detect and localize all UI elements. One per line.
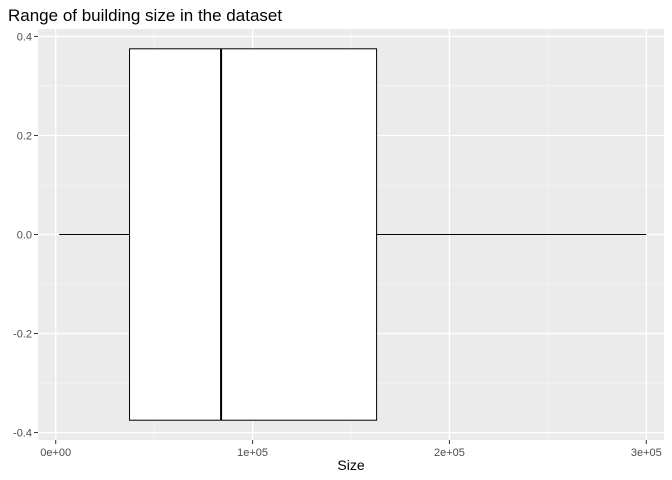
x-tick-label: 1e+05 [237, 447, 268, 459]
chart-title: Range of building size in the dataset [8, 6, 283, 25]
y-tick-label: -0.2 [13, 329, 32, 341]
x-tick-label: 3e+05 [631, 447, 662, 459]
y-tick-label: -0.4 [13, 428, 32, 440]
x-axis-label: Size [337, 457, 364, 473]
y-tick-label: 0.2 [17, 130, 32, 142]
y-tick-label: 0.0 [17, 230, 32, 242]
y-tick-label: 0.4 [17, 31, 32, 43]
x-tick-label: 0e+00 [40, 447, 71, 459]
box-iqr [129, 48, 378, 421]
boxplot [59, 48, 647, 421]
x-tick-label: 2e+05 [434, 447, 465, 459]
x-axis-ticks: 0e+00 1e+05 2e+05 3e+05 [40, 440, 662, 459]
y-axis-ticks: 0.4 0.2 0.0 -0.2 -0.4 [13, 31, 38, 440]
